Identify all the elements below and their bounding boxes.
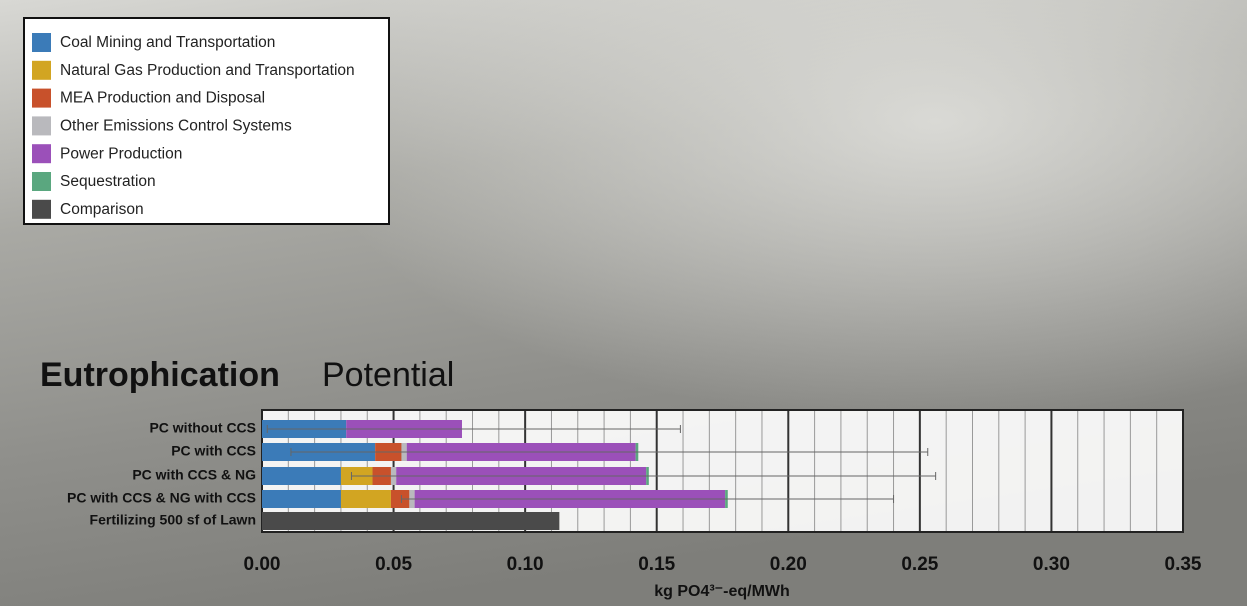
bar-segment (341, 490, 391, 508)
legend-swatch (32, 172, 51, 191)
x-tick-label: 0.20 (770, 554, 807, 575)
x-tick-label: 0.25 (901, 554, 938, 575)
x-tick-label: 0.35 (1165, 554, 1202, 575)
legend-swatch (32, 200, 51, 219)
x-tick-label: 0.05 (375, 554, 412, 575)
page: Eutrophication Potential kg PO4³⁻-eq/MWh… (0, 0, 1247, 606)
legend-label: Coal Mining and Transportation (60, 34, 275, 51)
legend-label: Natural Gas Production and Transportatio… (60, 62, 355, 79)
y-tick-label: PC without CCS (149, 420, 256, 436)
chart-subtitle: Potential (322, 356, 454, 394)
bar-segment (262, 490, 341, 508)
legend-swatch (32, 144, 51, 163)
legend-label: Other Emissions Control Systems (60, 117, 292, 134)
bar-segment (262, 512, 559, 530)
legend-label: Sequestration (60, 173, 156, 190)
chart-title: Eutrophication (40, 356, 280, 394)
legend-swatch (32, 116, 51, 135)
y-tick-label: Fertilizing 500 sf of Lawn (90, 512, 256, 528)
x-tick-label: 0.00 (244, 554, 281, 575)
x-axis-label: kg PO4³⁻-eq/MWh (654, 583, 790, 600)
legend-swatch (32, 33, 51, 52)
x-tick-label: 0.15 (638, 554, 675, 575)
chart: Eutrophication Potential kg PO4³⁻-eq/MWh… (0, 0, 1247, 606)
legend-label: Power Production (60, 145, 182, 162)
y-tick-label: PC with CCS & NG with CCS (67, 490, 256, 506)
legend-swatch (32, 89, 51, 108)
x-tick-label: 0.30 (1033, 554, 1070, 575)
legend-label: Comparison (60, 201, 144, 218)
bar-segment (262, 467, 341, 485)
y-tick-label: PC with CCS (171, 443, 256, 459)
x-tick-label: 0.10 (507, 554, 544, 575)
legend-label: MEA Production and Disposal (60, 90, 265, 107)
y-tick-label: PC with CCS & NG (132, 467, 256, 483)
legend-swatch (32, 61, 51, 80)
